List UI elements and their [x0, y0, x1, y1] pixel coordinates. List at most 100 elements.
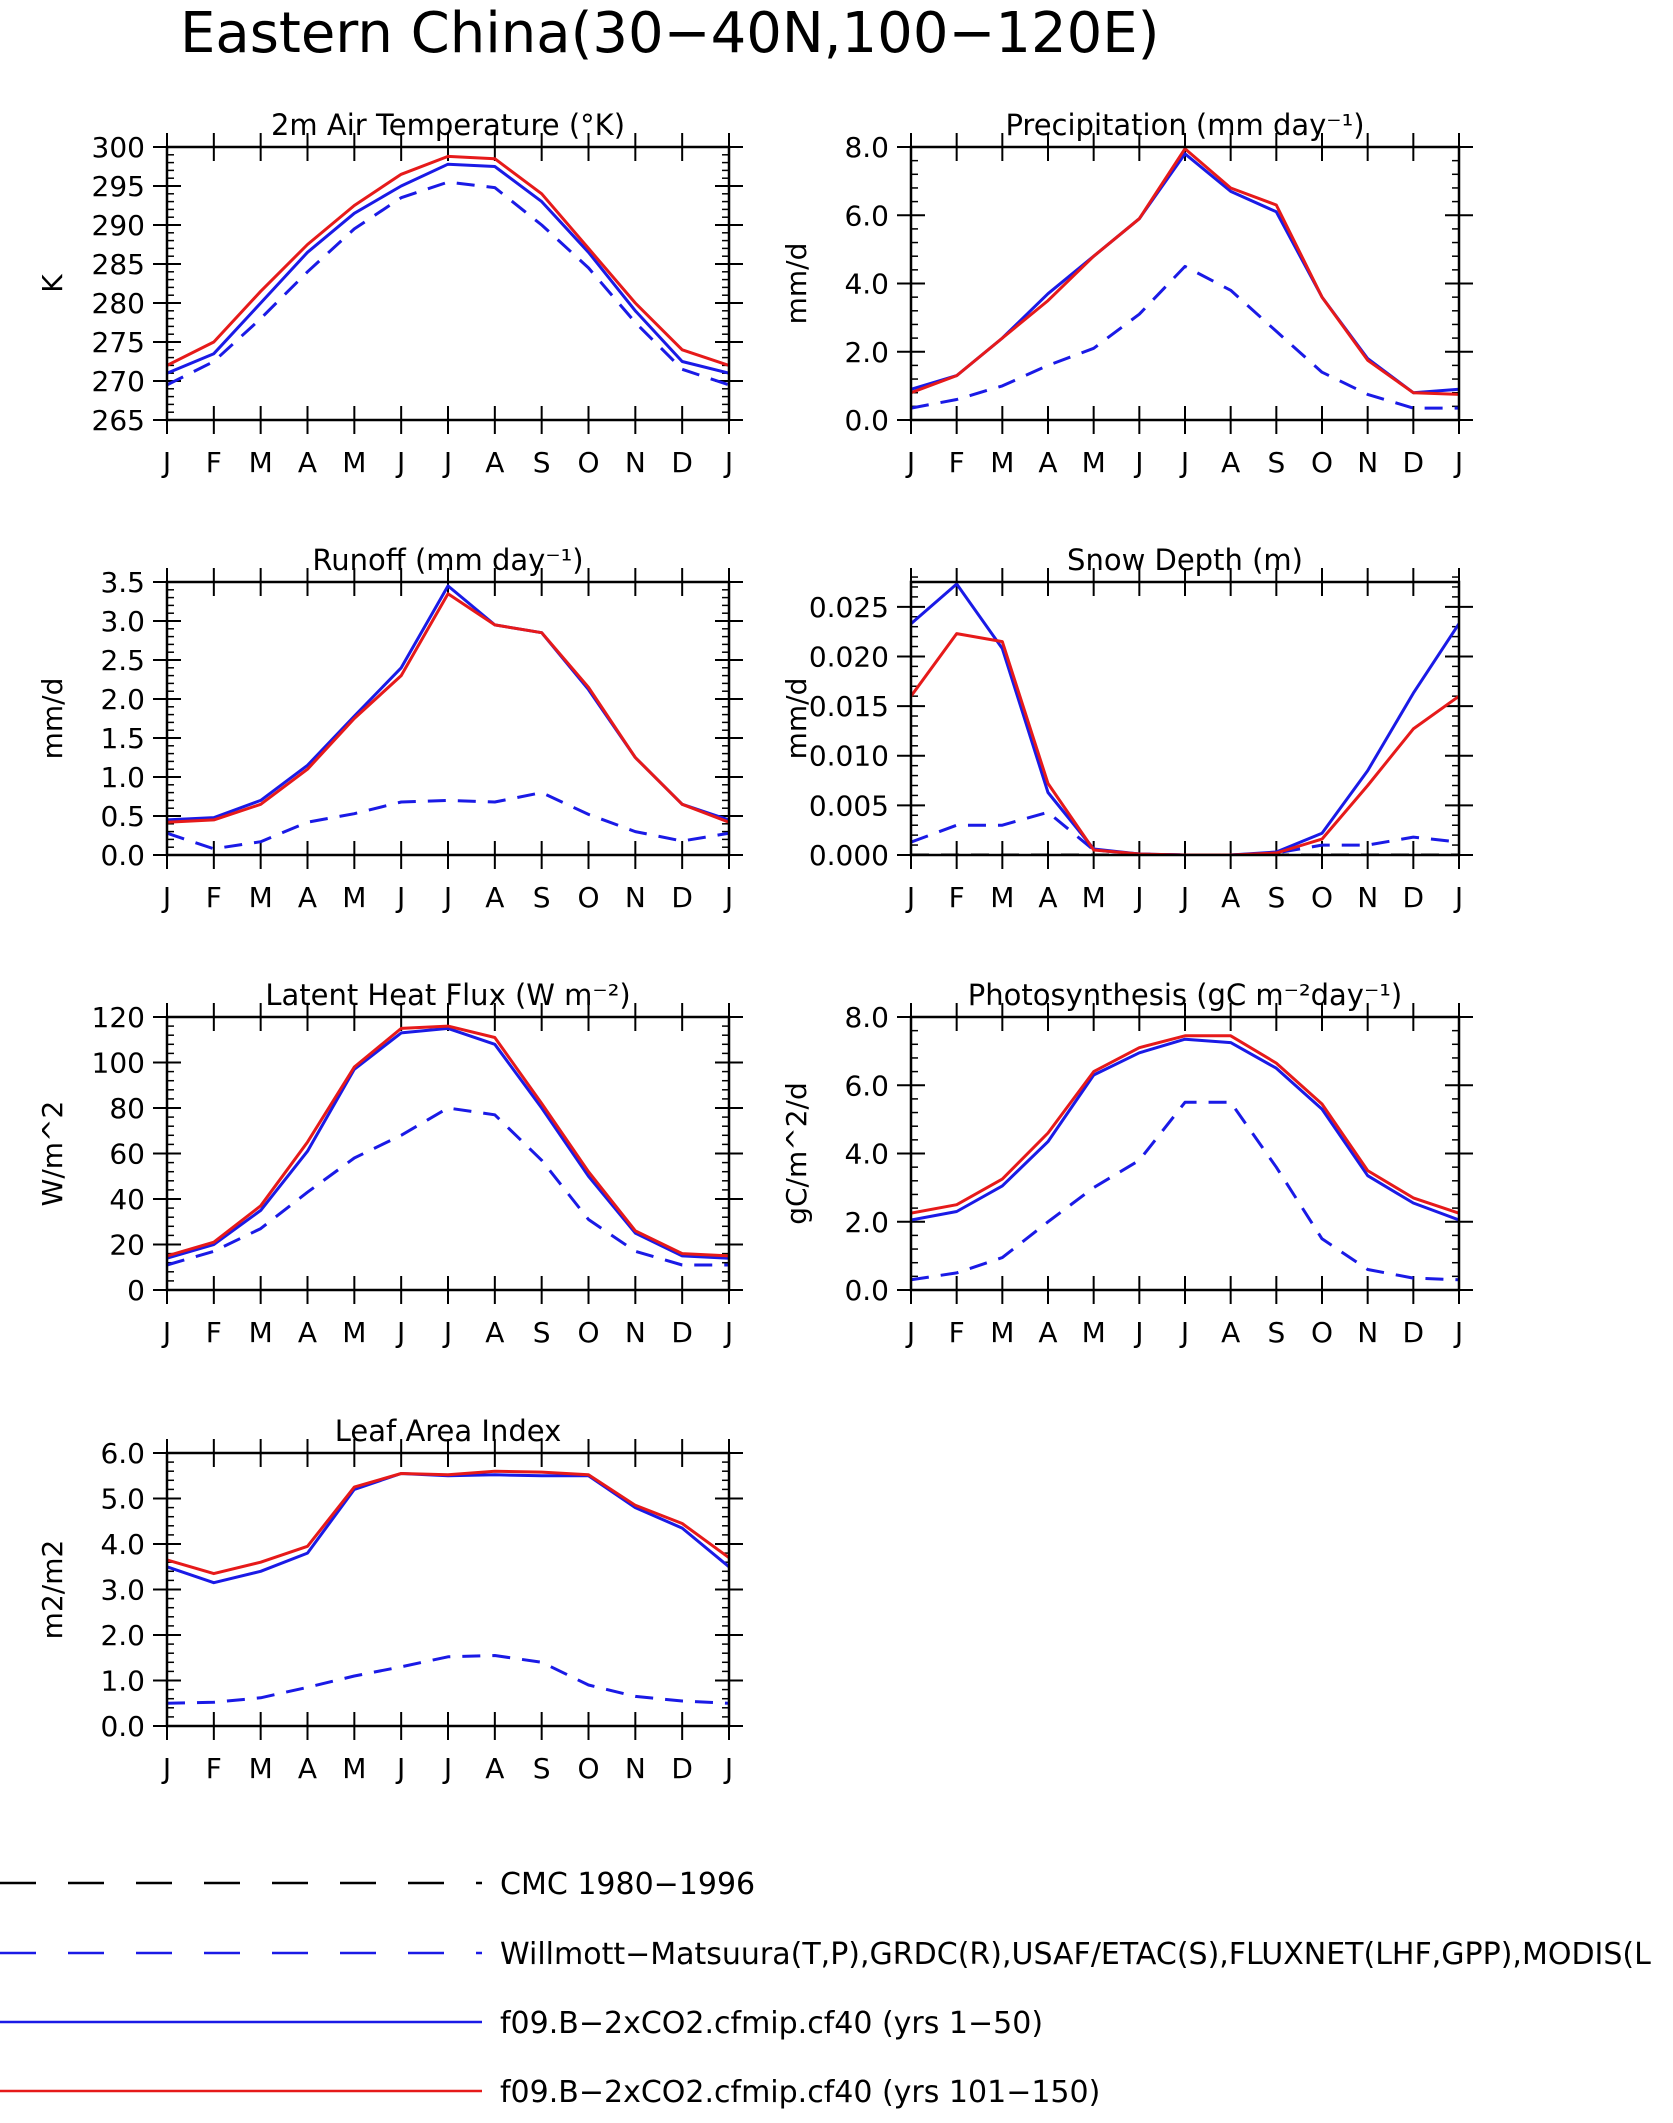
x-tick-label: A	[485, 1752, 504, 1785]
series-line-run1	[167, 1472, 729, 1585]
x-tick-label: M	[1082, 881, 1106, 914]
x-tick-label: J	[161, 1316, 171, 1349]
x-tick-label: F	[949, 881, 965, 914]
y-tick-label: 60	[109, 1138, 145, 1171]
x-tick-label: S	[533, 1752, 551, 1785]
x-tick-label: J	[905, 881, 915, 914]
x-tick-label: M	[990, 1316, 1014, 1349]
y-tick-label: 0.000	[809, 839, 889, 872]
x-tick-label: D	[1403, 446, 1425, 479]
x-tick-label: N	[625, 1752, 646, 1785]
series-line-run2	[911, 632, 1459, 855]
y-tick-label: 2.0	[844, 1206, 889, 1239]
series-line-run2	[167, 154, 729, 367]
y-tick-label: 275	[92, 326, 145, 359]
series-line-obs	[911, 810, 1459, 855]
y-tick-label: 0.010	[809, 740, 889, 773]
x-tick-label: D	[1403, 881, 1425, 914]
x-tick-label: J	[395, 1316, 405, 1349]
x-tick-label: J	[1179, 1316, 1189, 1349]
x-tick-label: J	[442, 446, 452, 479]
x-tick-label: M	[342, 1316, 366, 1349]
y-tick-label: 6.0	[844, 199, 889, 232]
x-tick-label: A	[1221, 446, 1240, 479]
legend-label: f09.B−2xCO2.cfmip.cf40 (yrs 1−50)	[500, 2006, 1043, 2041]
x-tick-label: D	[1403, 1316, 1425, 1349]
x-tick-label: M	[990, 446, 1014, 479]
x-tick-label: J	[395, 881, 405, 914]
y-tick-label: 8.0	[844, 1001, 889, 1034]
x-tick-label: J	[442, 881, 452, 914]
series-line-obs	[167, 791, 729, 851]
plot-frame	[909, 1015, 1461, 1292]
x-tick-label: O	[1311, 446, 1333, 479]
x-tick-label: O	[577, 1316, 599, 1349]
x-tick-label: S	[1267, 1316, 1285, 1349]
y-tick-label: 2.5	[100, 644, 145, 677]
x-tick-label: A	[298, 1316, 317, 1349]
x-tick-label: M	[990, 881, 1014, 914]
x-tick-label: N	[1357, 1316, 1378, 1349]
x-tick-label: D	[671, 881, 693, 914]
x-tick-label: J	[723, 1316, 733, 1349]
panel-5: Latent Heat Flux (W m⁻²)W/m^202040608010…	[36, 978, 743, 1349]
x-tick-label: O	[577, 446, 599, 479]
x-tick-label: J	[395, 446, 405, 479]
y-tick-label: 8.0	[844, 131, 889, 164]
x-tick-label: J	[1179, 446, 1189, 479]
series-line-run2	[167, 1024, 729, 1258]
y-axis-label: W/m^2	[36, 1101, 69, 1207]
series-line-obs	[167, 1654, 729, 1705]
plot-frame	[165, 145, 731, 422]
x-tick-label: J	[442, 1316, 452, 1349]
y-tick-label: 0.025	[809, 591, 889, 624]
plot-frame	[165, 1015, 731, 1292]
x-tick-label: J	[905, 1316, 915, 1349]
main-title: Eastern China(30−40N,100−120E)	[180, 1, 1159, 66]
x-tick-label: M	[342, 446, 366, 479]
panel-6: Photosynthesis (gC m⁻²day⁻¹)gC/m^2/d0.02…	[780, 978, 1473, 1349]
legend-label: Willmott−Matsuura(T,P),GRDC(R),USAF/ETAC…	[500, 1937, 1651, 1972]
plot-frame	[909, 580, 1461, 857]
y-axis-label: gC/m^2/d	[780, 1082, 813, 1225]
x-tick-label: A	[1221, 1316, 1240, 1349]
x-tick-label: J	[905, 446, 915, 479]
y-tick-label: 285	[92, 248, 145, 281]
x-tick-label: J	[1179, 881, 1189, 914]
panel-1: 2m Air Temperature (°K)K2652702752802852…	[36, 108, 743, 479]
y-tick-label: 300	[92, 131, 145, 164]
panels: 2m Air Temperature (°K)K2652702752802852…	[36, 108, 1473, 1785]
y-tick-label: 0.0	[844, 1274, 889, 1307]
x-tick-label: N	[1357, 881, 1378, 914]
y-tick-label: 280	[92, 287, 145, 320]
x-tick-label: S	[533, 446, 551, 479]
y-axis-label: K	[36, 274, 69, 293]
x-tick-label: F	[206, 1752, 222, 1785]
x-tick-label: J	[723, 446, 733, 479]
x-tick-label: A	[298, 1752, 317, 1785]
x-tick-label: J	[1453, 446, 1463, 479]
x-tick-label: F	[206, 881, 222, 914]
plot-frame	[165, 580, 731, 857]
y-tick-label: 270	[92, 365, 145, 398]
y-tick-label: 290	[92, 209, 145, 242]
y-tick-label: 265	[92, 404, 145, 437]
series-line-obs	[911, 1100, 1459, 1282]
x-tick-label: M	[249, 446, 273, 479]
series-line-obs	[167, 1106, 729, 1267]
y-tick-label: 100	[92, 1047, 145, 1080]
x-tick-label: S	[533, 1316, 551, 1349]
x-tick-label: M	[1082, 1316, 1106, 1349]
x-tick-label: A	[485, 1316, 504, 1349]
legend-label: CMC 1980−1996	[500, 1867, 755, 1902]
y-tick-label: 0.005	[809, 789, 889, 822]
x-tick-label: O	[1311, 881, 1333, 914]
y-tick-label: 0.015	[809, 690, 889, 723]
series-line-run1	[167, 1026, 729, 1260]
y-tick-label: 0.0	[100, 839, 145, 872]
y-tick-label: 1.5	[100, 722, 145, 755]
x-tick-label: A	[298, 881, 317, 914]
x-tick-label: A	[485, 446, 504, 479]
y-tick-label: 80	[109, 1092, 145, 1125]
x-tick-label: J	[1453, 1316, 1463, 1349]
